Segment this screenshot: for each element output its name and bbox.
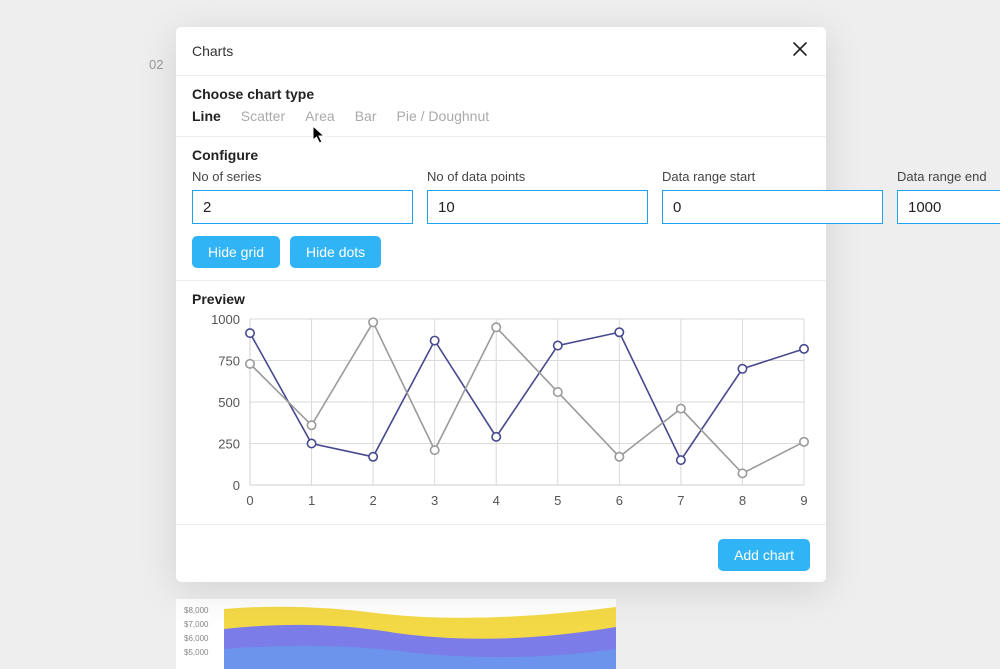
- y-tick-label: 500: [218, 395, 240, 410]
- series-marker: [492, 323, 500, 331]
- add-chart-button[interactable]: Add chart: [718, 539, 810, 571]
- series-marker: [800, 438, 808, 446]
- x-tick-label: 7: [677, 493, 684, 508]
- series-marker: [307, 439, 315, 447]
- series-line: [250, 332, 804, 460]
- series-marker: [430, 446, 438, 454]
- x-tick-label: 0: [246, 493, 253, 508]
- series-marker: [492, 433, 500, 441]
- x-tick-label: 8: [739, 493, 746, 508]
- series-marker: [800, 345, 808, 353]
- preview-chart: 0 250 500 750 1000 0 1 2 3 4 5 6 7 8 9: [192, 313, 810, 513]
- bg-ylabel: $8,000: [184, 606, 209, 615]
- hide-grid-button[interactable]: Hide grid: [192, 236, 280, 268]
- series-marker: [738, 365, 746, 373]
- close-icon[interactable]: [790, 39, 810, 63]
- y-tick-label: 1000: [211, 313, 240, 327]
- configure-section: Configure No of seriesNo of data pointsD…: [176, 137, 826, 281]
- choose-title: Choose chart type: [192, 86, 810, 102]
- x-tick-label: 2: [369, 493, 376, 508]
- series-marker: [554, 388, 562, 396]
- tab-pie-doughnut[interactable]: Pie / Doughnut: [397, 108, 490, 124]
- y-tick-label: 0: [233, 478, 240, 493]
- field-input-data-range-end[interactable]: [897, 190, 1000, 224]
- series-marker: [307, 421, 315, 429]
- bg-page-number: 02: [149, 57, 163, 72]
- series-marker: [738, 469, 746, 477]
- preview-section: Preview 0 250 500 750 1000 0 1 2 3 4 5 6 7 8 9: [176, 281, 826, 525]
- field-label: Data range start: [662, 169, 883, 184]
- x-tick-label: 4: [493, 493, 500, 508]
- tab-line[interactable]: Line: [192, 108, 221, 124]
- series-marker: [430, 336, 438, 344]
- hide-dots-button[interactable]: Hide dots: [290, 236, 381, 268]
- x-tick-label: 6: [616, 493, 623, 508]
- field-label: Data range end: [897, 169, 1000, 184]
- series-marker: [246, 360, 254, 368]
- bg-ylabel: $5,000: [184, 648, 209, 657]
- field-input-data-range-start[interactable]: [662, 190, 883, 224]
- config-field: No of series: [192, 169, 413, 224]
- modal-header: Charts: [176, 27, 826, 76]
- field-input-no-of-series[interactable]: [192, 190, 413, 224]
- configure-title: Configure: [192, 147, 810, 163]
- bg-area-chart: $8,000 $7,000 $6,000 $5,000: [176, 599, 616, 669]
- charts-modal: Charts Choose chart type Line Scatter Area…: [176, 27, 826, 582]
- field-label: No of series: [192, 169, 413, 184]
- config-field: Data range end: [897, 169, 1000, 224]
- bg-ylabel: $7,000: [184, 620, 209, 629]
- x-tick-label: 9: [800, 493, 807, 508]
- tab-bar[interactable]: Bar: [355, 108, 377, 124]
- modal-footer: Add chart: [176, 525, 826, 585]
- series-marker: [615, 453, 623, 461]
- series-marker: [246, 329, 254, 337]
- tab-area[interactable]: Area: [305, 108, 335, 124]
- x-tick-label: 1: [308, 493, 315, 508]
- series-marker: [554, 341, 562, 349]
- preview-title: Preview: [192, 291, 810, 307]
- series-marker: [369, 318, 377, 326]
- field-input-no-of-data-points[interactable]: [427, 190, 648, 224]
- series-marker: [369, 453, 377, 461]
- x-tick-label: 5: [554, 493, 561, 508]
- series-marker: [677, 456, 685, 464]
- field-label: No of data points: [427, 169, 648, 184]
- series-marker: [615, 328, 623, 336]
- y-tick-label: 750: [218, 354, 240, 369]
- series-line: [250, 322, 804, 473]
- x-tick-label: 3: [431, 493, 438, 508]
- modal-title: Charts: [192, 43, 233, 59]
- series-marker: [677, 404, 685, 412]
- y-tick-label: 250: [218, 437, 240, 452]
- choose-section: Choose chart type Line Scatter Area Bar Pie …: [176, 76, 826, 137]
- config-field: Data range start: [662, 169, 883, 224]
- bg-ylabel: $6,000: [184, 634, 209, 643]
- chart-type-tabs: Line Scatter Area Bar Pie / Doughnut: [192, 108, 810, 124]
- tab-scatter[interactable]: Scatter: [241, 108, 285, 124]
- config-field: No of data points: [427, 169, 648, 224]
